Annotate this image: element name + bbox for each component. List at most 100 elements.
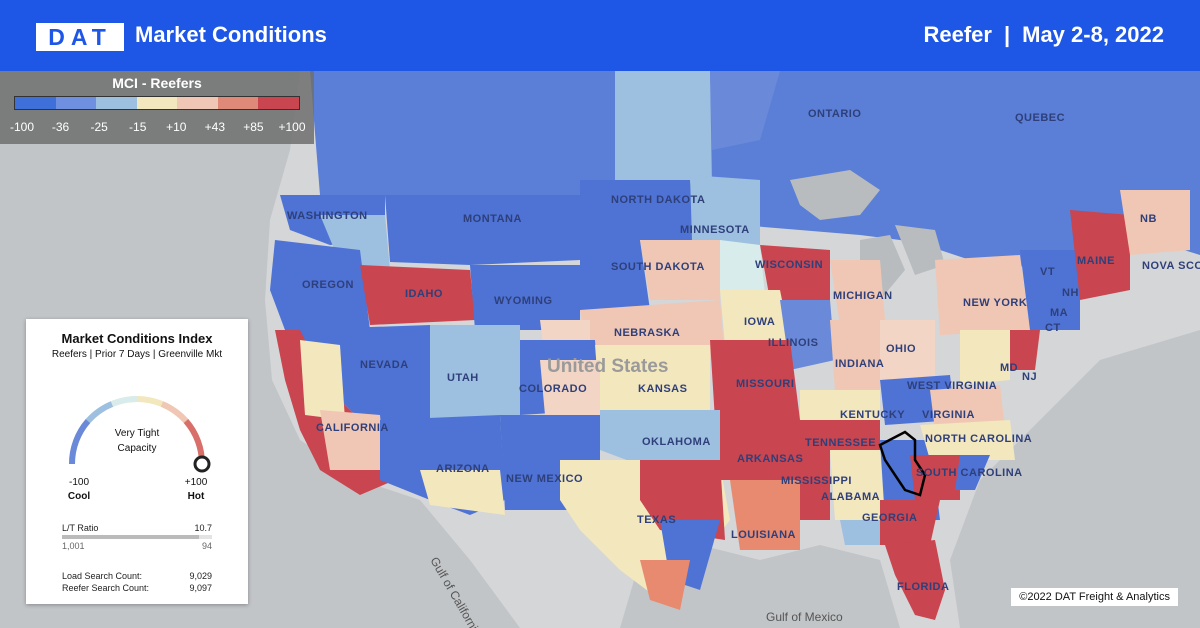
region-nb[interactable]: [1120, 190, 1190, 255]
gauge-arc-neutral-cool: [110, 396, 138, 407]
label-iowa: IOWA: [744, 316, 775, 328]
card-title: Market Conditions Index: [61, 331, 213, 346]
region-az-south[interactable]: [420, 470, 505, 515]
region-florida[interactable]: [885, 540, 945, 620]
region-arkansas[interactable]: [720, 420, 800, 480]
header-separator: |: [1003, 22, 1011, 47]
legend-swatch-4: [177, 97, 218, 109]
legend-swatch-3: [136, 97, 178, 109]
region-kansas[interactable]: [595, 345, 710, 410]
region-missouri[interactable]: [710, 340, 800, 420]
legend-tick: +100: [278, 120, 306, 134]
legend-swatch-2: [96, 97, 137, 109]
label-colorado: COLORADO: [519, 383, 587, 395]
label-kansas: KANSAS: [638, 383, 687, 395]
region-new-york[interactable]: [935, 255, 1030, 335]
legend-tick: -15: [129, 120, 147, 134]
region-michigan[interactable]: [830, 260, 885, 325]
region-nj[interactable]: [1010, 330, 1040, 370]
label-west-virginia: WEST VIRGINIA: [907, 380, 997, 392]
region-ks-west[interactable]: [540, 360, 600, 415]
label-north-carolina: NORTH CAROLINA: [925, 433, 1032, 445]
label-minnesota: MINNESOTA: [680, 224, 750, 236]
region-montana[interactable]: [385, 195, 580, 265]
region-wyoming[interactable]: [470, 265, 580, 330]
loads-trucks-row: 1,001 94: [62, 541, 212, 551]
region-pa-se[interactable]: [960, 330, 1010, 385]
region-ca-north[interactable]: [300, 340, 345, 420]
region-sd-east[interactable]: [640, 240, 720, 300]
region-wi-west[interactable]: [720, 240, 765, 295]
region-maine[interactable]: [1070, 210, 1130, 300]
region-north-carolina[interactable]: [920, 420, 1015, 460]
legend-tick: -36: [51, 120, 70, 134]
canada-region-light: [615, 71, 712, 185]
legend-tick: +85: [243, 120, 264, 134]
region-oklahoma[interactable]: [600, 410, 720, 465]
reefer-search-row: Reefer Search Count: 9,097: [62, 583, 212, 593]
label-ontario: ONTARIO: [808, 108, 861, 120]
region-wa-east[interactable]: [320, 215, 390, 275]
gauge-min-label: Cool: [67, 491, 91, 502]
region-virginia[interactable]: [930, 385, 1005, 430]
region-idaho[interactable]: [360, 265, 475, 325]
reefer-search-value: 9,097: [189, 583, 212, 593]
gauge-max-label: Hot: [187, 491, 205, 502]
region-texas-south[interactable]: [640, 560, 690, 610]
region-south-dakota[interactable]: [580, 240, 650, 310]
legend-tick: -100: [9, 120, 35, 134]
region-minnesota[interactable]: [690, 175, 760, 255]
mci-legend: MCI - Reefers -100 -36 -25 -15 +10 +43 +85 +100: [0, 71, 314, 144]
region-fl-panhandle[interactable]: [840, 520, 880, 545]
label-vt: VT: [1040, 266, 1055, 278]
label-louisiana: LOUISIANA: [731, 529, 796, 541]
lt-ratio-fill: [62, 535, 200, 539]
mci-map[interactable]: ONTARIO QUEBEC WASHINGTON MONTANA NORTH …: [0, 71, 1200, 628]
label-ohio: OHIO: [886, 343, 916, 355]
region-louisiana[interactable]: [730, 480, 800, 550]
legend-swatch-6: [258, 97, 300, 109]
label-nj: NJ: [1022, 371, 1037, 383]
label-kentucky: KENTUCKY: [840, 409, 905, 421]
label-md: MD: [1000, 362, 1018, 374]
copyright-notice: ©2022 DAT Freight & Analytics: [1011, 588, 1178, 606]
canada-region-2: [710, 71, 780, 150]
mci-gauge: [68, 396, 211, 473]
legend-title: MCI - Reefers: [112, 75, 202, 91]
label-new-mexico: NEW MEXICO: [506, 473, 583, 485]
legend-tick: +10: [166, 120, 187, 134]
label-california: CALIFORNIA: [316, 422, 389, 434]
region-kentucky[interactable]: [800, 390, 880, 425]
region-illinois[interactable]: [780, 300, 835, 370]
lt-ratio-label: L/T Ratio: [62, 523, 99, 533]
region-sc-coast[interactable]: [955, 455, 990, 490]
region-indiana[interactable]: [830, 320, 880, 390]
gauge-arc-cool: [68, 419, 91, 465]
region-ca-central[interactable]: [320, 410, 385, 470]
region-utah[interactable]: [430, 325, 520, 420]
greenville-market-outline[interactable]: [878, 430, 927, 497]
header-meta: Reefer | May 2-8, 2022: [923, 22, 1164, 48]
region-ohio[interactable]: [880, 320, 935, 385]
label-united-states: United States: [547, 356, 668, 377]
region-georgia[interactable]: [880, 500, 940, 545]
label-idaho: IDAHO: [405, 288, 443, 300]
label-nb: NB: [1140, 213, 1157, 225]
label-texas: TEXAS: [637, 514, 676, 526]
region-iowa[interactable]: [720, 290, 790, 345]
label-mississippi: MISSISSIPPI: [781, 475, 852, 487]
label-tennessee: TENNESSEE: [805, 437, 876, 449]
label-nova-scotia: NOVA SCO: [1142, 260, 1200, 272]
region-new-england[interactable]: [1020, 250, 1080, 330]
atlantic-ocean: [950, 330, 1200, 628]
gauge-arc-cool-mid: [85, 401, 114, 424]
region-wisconsin[interactable]: [760, 245, 830, 300]
region-tennessee[interactable]: [800, 420, 880, 450]
region-north-dakota[interactable]: [580, 180, 695, 240]
region-alabama[interactable]: [830, 450, 885, 520]
label-alabama: ALABAMA: [821, 491, 880, 503]
region-oregon[interactable]: [270, 240, 370, 330]
gauge-indicator: [193, 455, 211, 473]
trucks-count: 94: [201, 541, 212, 551]
label-georgia: GEORGIA: [862, 512, 917, 524]
